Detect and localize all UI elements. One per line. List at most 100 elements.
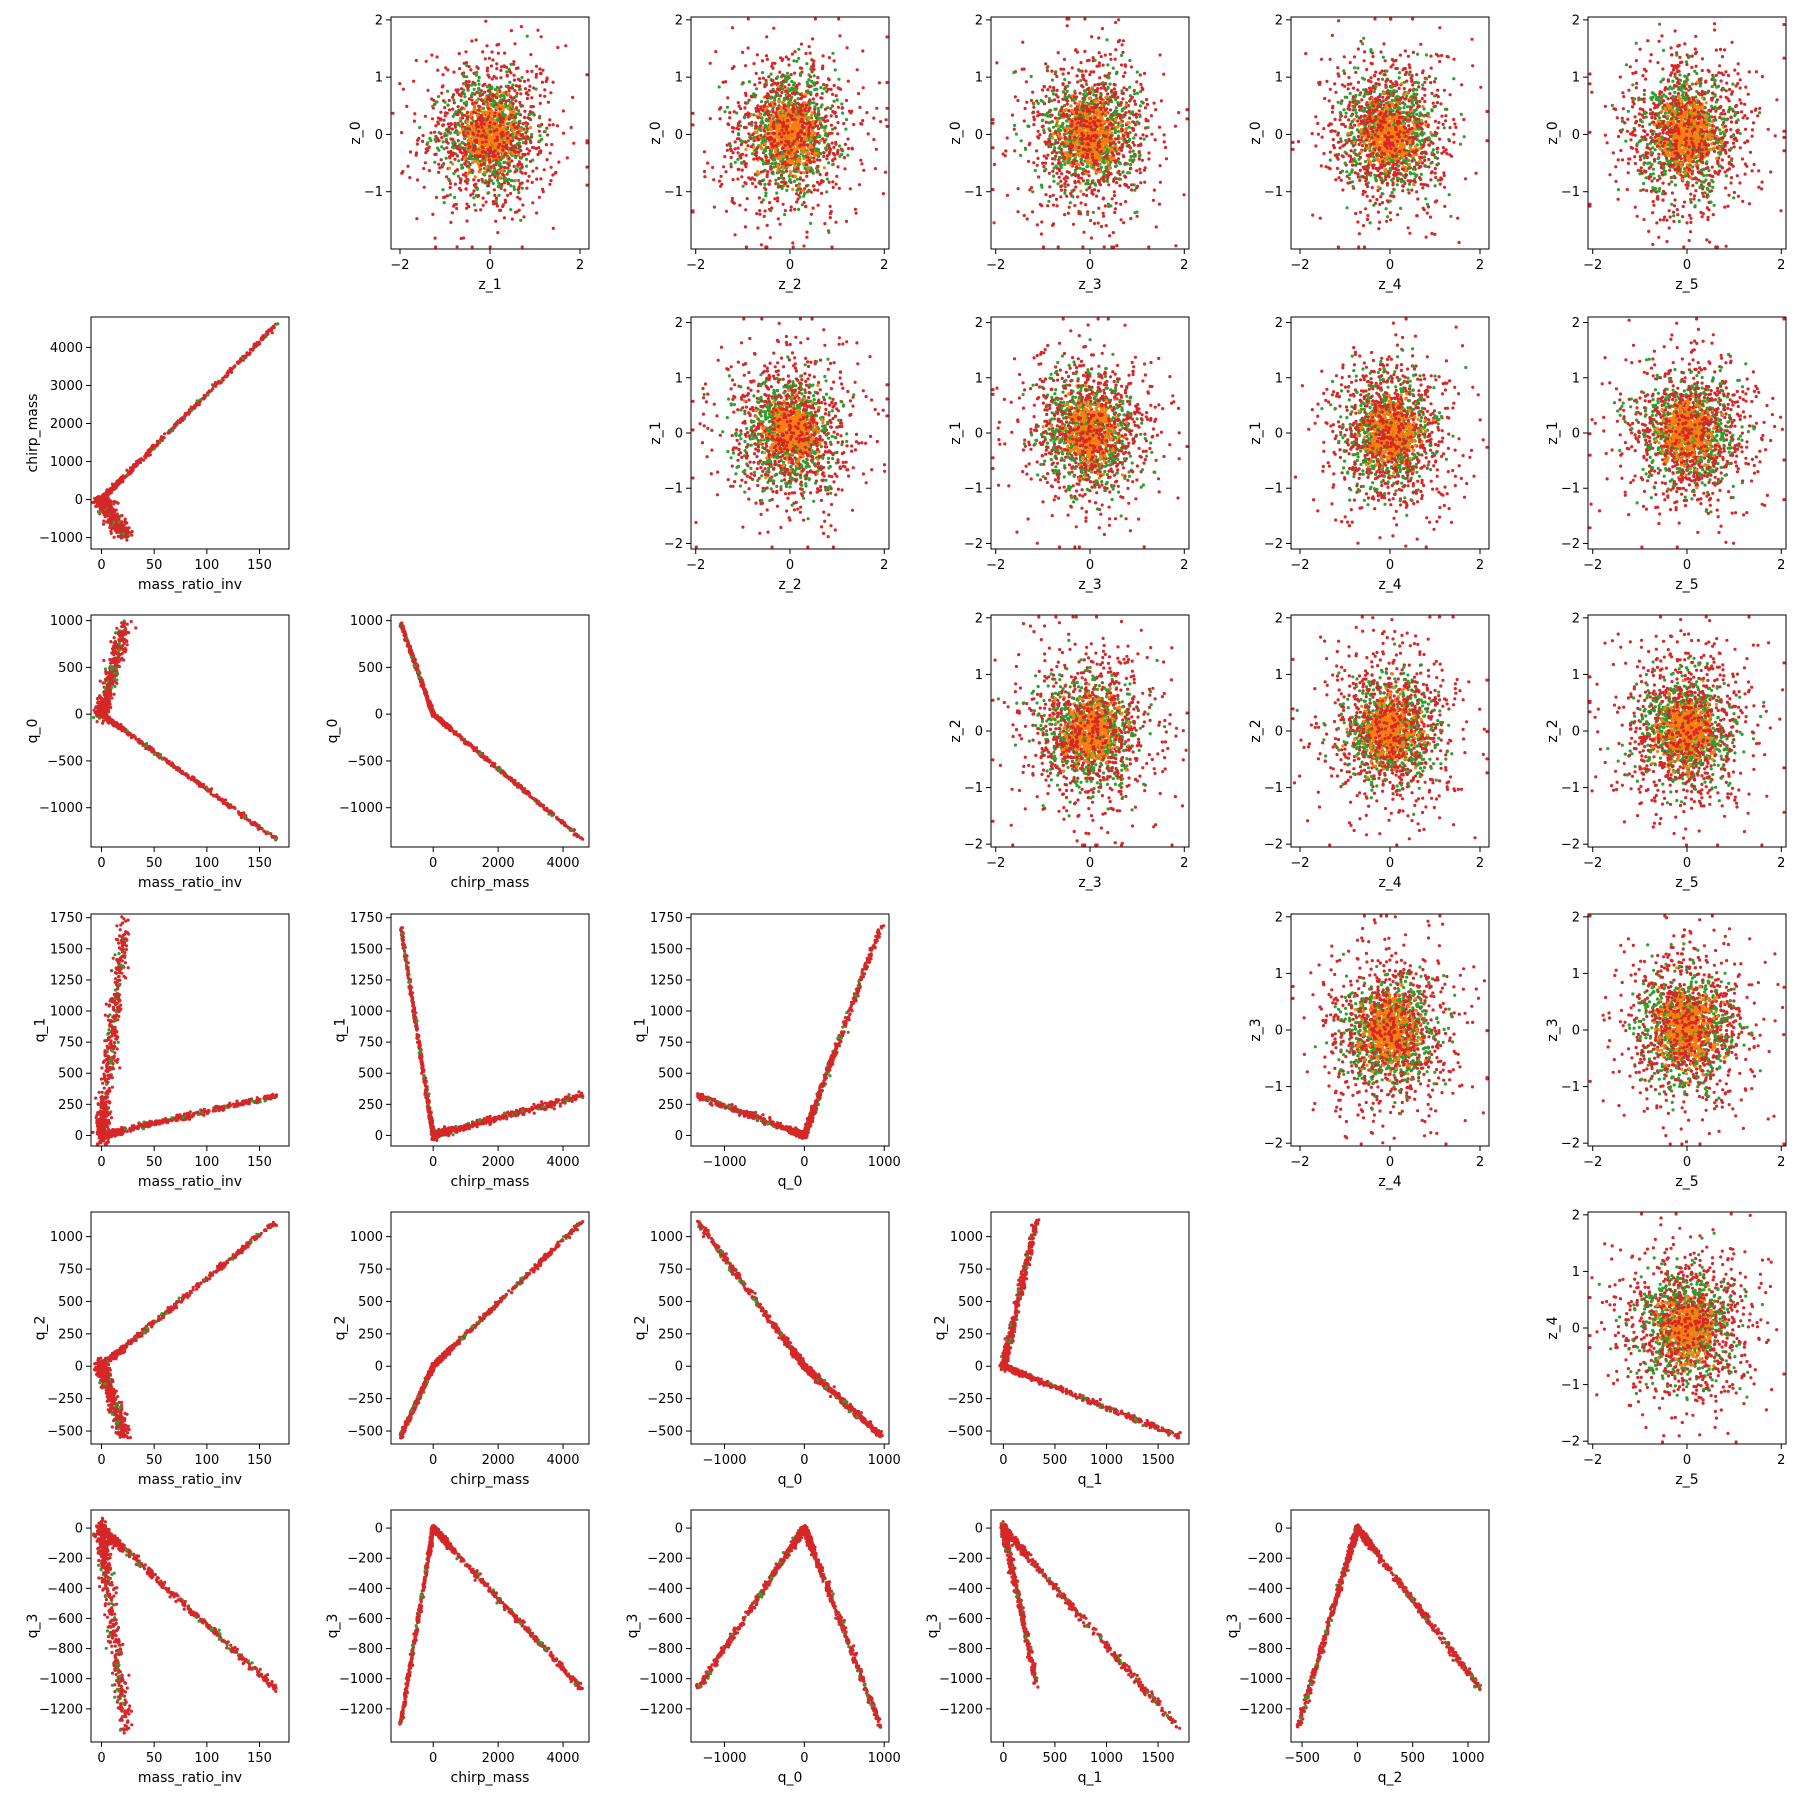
data-point	[456, 154, 459, 157]
data-point	[726, 149, 729, 152]
data-point	[495, 67, 498, 70]
data-point	[752, 136, 755, 139]
data-point	[433, 161, 436, 164]
data-point	[535, 65, 538, 68]
data-point	[539, 125, 542, 128]
data-point	[549, 179, 552, 182]
data-point	[524, 172, 527, 175]
data-point	[836, 132, 839, 135]
data-point	[744, 64, 747, 67]
data-point	[400, 131, 403, 134]
data-point	[428, 146, 431, 149]
data-point	[521, 187, 524, 190]
data-point	[453, 196, 456, 199]
data-point	[476, 188, 479, 191]
data-point	[767, 182, 770, 185]
data-point	[837, 17, 840, 20]
data-point	[844, 128, 847, 131]
data-point	[480, 123, 483, 126]
data-point	[758, 81, 761, 84]
data-point	[719, 185, 722, 188]
data-point	[798, 82, 801, 85]
data-point	[527, 79, 530, 82]
data-point	[496, 231, 499, 234]
data-point	[724, 170, 727, 173]
data-point	[449, 186, 452, 189]
data-point	[833, 59, 836, 62]
data-point	[477, 83, 480, 86]
scatter-points	[691, 17, 888, 248]
data-point	[481, 50, 484, 53]
data-point	[415, 59, 418, 62]
data-point	[434, 237, 437, 240]
data-point	[498, 108, 501, 111]
data-point	[428, 137, 431, 140]
data-point	[497, 132, 500, 135]
data-point	[728, 116, 731, 119]
data-point	[484, 140, 487, 143]
data-point	[507, 170, 510, 173]
data-point	[840, 102, 843, 105]
data-point	[444, 101, 447, 104]
data-point	[830, 210, 833, 213]
data-point	[779, 223, 782, 226]
data-point	[487, 107, 490, 110]
data-point	[452, 93, 455, 96]
data-point	[522, 122, 525, 125]
data-point	[454, 183, 457, 186]
data-point	[506, 194, 509, 197]
data-point	[478, 170, 481, 173]
data-point	[530, 133, 533, 136]
data-point	[557, 161, 560, 164]
data-point	[539, 102, 542, 105]
data-point	[765, 35, 768, 38]
data-point	[872, 138, 875, 141]
data-point	[453, 158, 456, 161]
data-point	[501, 173, 504, 176]
data-point	[453, 144, 456, 147]
data-point	[515, 144, 518, 147]
data-point	[791, 53, 794, 56]
data-point	[738, 120, 741, 123]
data-point	[516, 92, 519, 95]
data-point	[543, 88, 546, 91]
data-point	[741, 51, 744, 54]
data-point	[726, 144, 729, 147]
data-point	[732, 178, 735, 181]
data-point	[795, 60, 798, 63]
y-axis-label: z_0	[348, 121, 364, 144]
data-point	[813, 88, 816, 91]
data-point	[474, 209, 477, 212]
data-point	[465, 203, 468, 206]
data-point	[538, 196, 541, 199]
data-point	[758, 213, 761, 216]
data-point	[822, 54, 825, 57]
data-point	[463, 62, 466, 65]
data-point	[424, 115, 427, 118]
data-point	[734, 233, 737, 236]
data-point	[506, 137, 509, 140]
data-point	[500, 101, 503, 104]
data-point	[441, 85, 444, 88]
data-point	[528, 113, 531, 116]
data-point	[475, 91, 478, 94]
data-point	[521, 203, 524, 206]
data-point	[473, 146, 476, 149]
data-point	[503, 216, 506, 219]
data-point	[519, 170, 522, 173]
data-point	[528, 89, 531, 92]
data-point	[766, 58, 769, 61]
data-point	[453, 131, 456, 134]
data-point	[875, 107, 878, 110]
data-point	[508, 81, 511, 84]
data-point	[764, 209, 767, 212]
data-point	[535, 211, 538, 214]
data-point	[499, 127, 502, 130]
data-point	[522, 215, 525, 218]
data-point	[470, 122, 473, 125]
data-point	[554, 171, 557, 174]
data-point	[495, 171, 498, 174]
data-point	[822, 155, 825, 158]
data-point	[521, 165, 524, 168]
data-point	[536, 29, 539, 32]
